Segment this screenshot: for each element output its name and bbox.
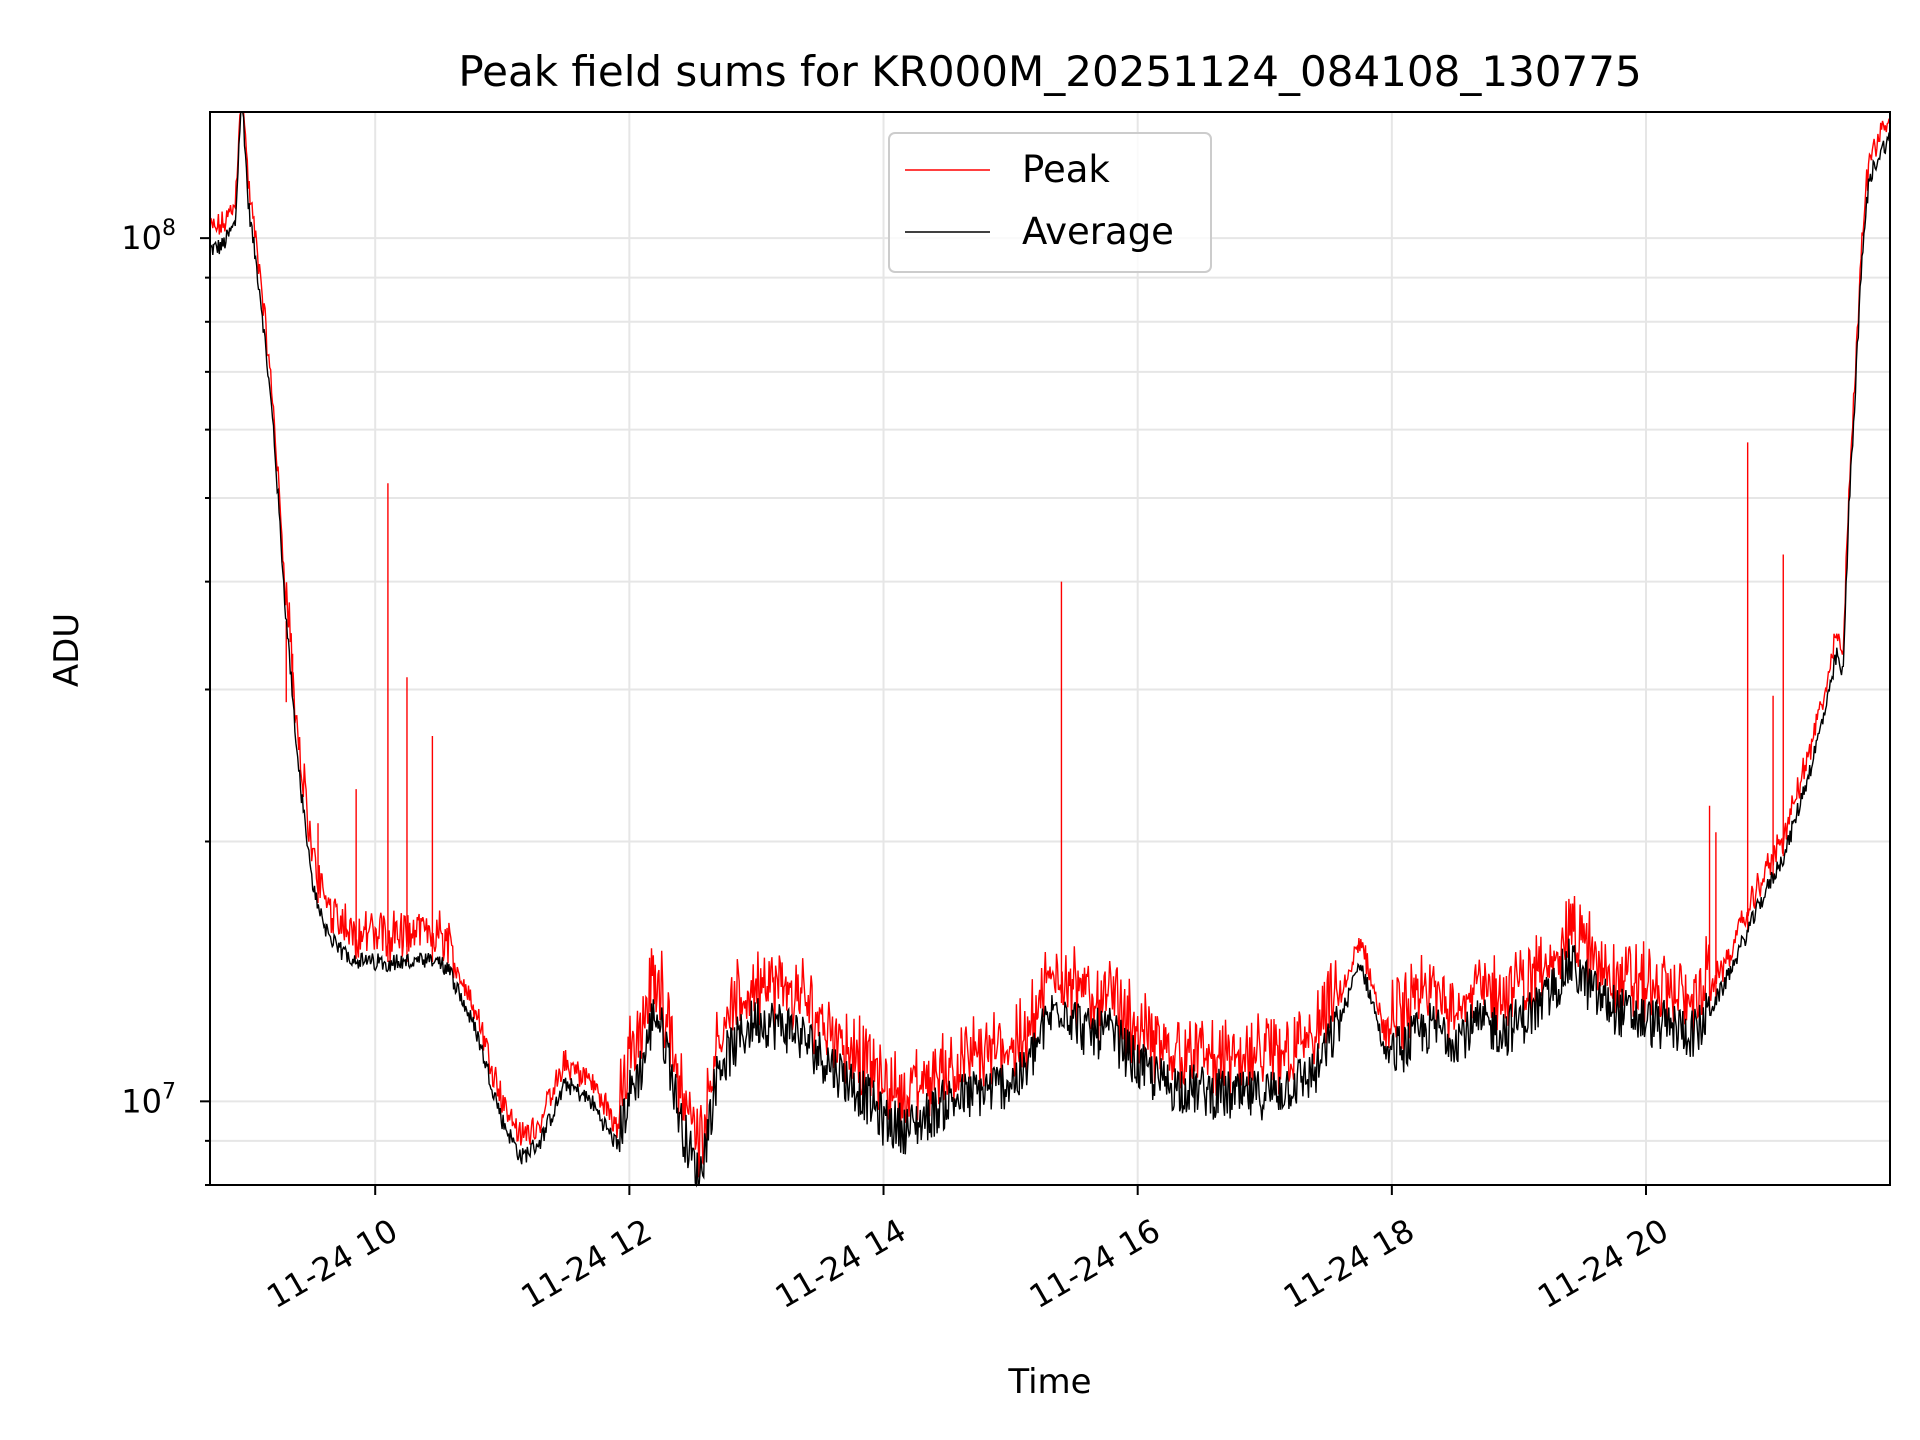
y-tick-base: 10 [121,219,162,257]
legend: Peak Average [888,132,1212,273]
y-tick-exponent: 7 [162,1079,176,1104]
axes-frame [209,111,1891,1186]
y-tick-exponent: 8 [162,216,176,241]
y-axis-label: ADU [47,613,87,687]
legend-label-peak: Peak [1022,148,1110,191]
peak-series-line [209,111,1891,1178]
series-layer [209,111,1891,1188]
average-series-line [209,111,1891,1188]
legend-label-average: Average [1022,210,1174,253]
y-tick-base: 10 [121,1082,162,1120]
y-tick-label: 108 [121,216,176,257]
y-tick-label: 107 [121,1079,176,1120]
legend-box [888,132,1212,273]
x-axis-label: Time [1007,1362,1091,1402]
chart-title: Peak field sums for KR000M_20251124_0841… [458,47,1641,96]
